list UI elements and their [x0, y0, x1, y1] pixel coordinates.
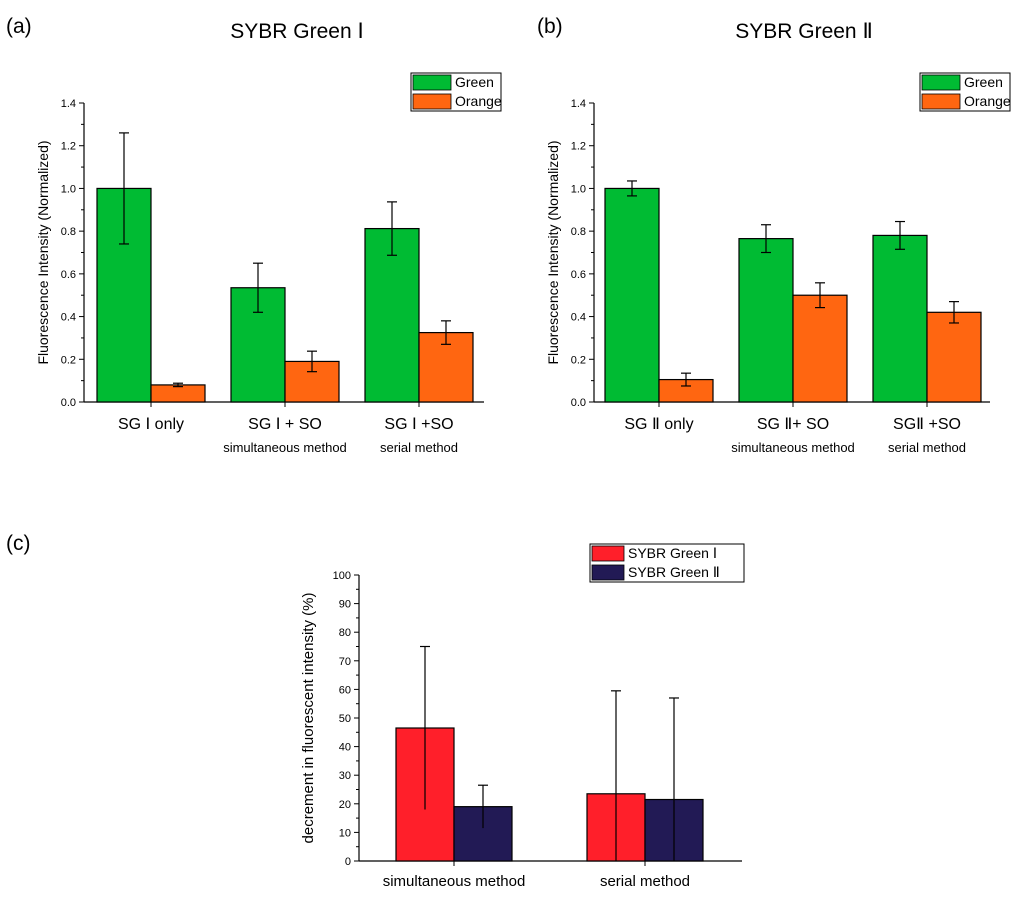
- legend: SYBR Green Ⅰ SYBR Green Ⅱ: [589, 543, 745, 583]
- chart-title: SYBR Green Ⅰ: [230, 20, 363, 43]
- bar-orange-1: [150, 384, 206, 403]
- error-bar: [761, 224, 771, 254]
- bar-orange-3: [926, 311, 982, 403]
- error-bar: [478, 784, 488, 829]
- y-tick-label: 90: [339, 599, 351, 611]
- legend-swatch: [921, 93, 961, 110]
- y-tick-label: 1.4: [571, 98, 586, 110]
- y-axis-label: Fluorescence Intensity (Normalized): [35, 140, 51, 364]
- y-tick-label: 0.2: [571, 354, 586, 366]
- error-bar: [895, 220, 905, 250]
- x-category-label: SG Ⅰ +SO: [384, 416, 453, 433]
- x-category-note: serial method: [888, 440, 966, 455]
- x-category-note: simultaneous method: [731, 440, 855, 455]
- legend-label: SYBR Green Ⅱ: [628, 564, 720, 580]
- y-tick-label: 80: [339, 627, 351, 639]
- error-bar: [441, 320, 451, 345]
- y-tick-label: 10: [339, 827, 351, 839]
- y-tick-label: 20: [339, 799, 351, 811]
- x-category-note: simultaneous method: [223, 440, 347, 455]
- y-tick-label: 0.6: [61, 269, 76, 281]
- y-tick-label: 40: [339, 742, 351, 754]
- panel-label: (b): [537, 15, 563, 38]
- error-bar: [611, 690, 621, 861]
- y-tick-label: 0.0: [571, 397, 586, 409]
- y-tick-label: 0.4: [571, 312, 586, 324]
- error-bar: [307, 350, 317, 373]
- error-bar: [681, 372, 691, 387]
- y-tick-label: 1.2: [61, 141, 76, 153]
- y-tick-label: 1.0: [61, 183, 76, 195]
- legend-label: Orange: [455, 93, 502, 109]
- legend-swatch: [591, 545, 625, 562]
- error-bar: [253, 262, 263, 313]
- y-axis-label: Fluorescence Intensity (Normalized): [545, 140, 561, 364]
- y-tick-label: 0.8: [61, 226, 76, 238]
- x-category-note: serial method: [380, 440, 458, 455]
- y-tick-label: 60: [339, 684, 351, 696]
- y-tick-label: 0.0: [61, 397, 76, 409]
- chart-panel-3: (c) 0 10 20 30 40 50 60 70 80 90 100 decrement in fl…: [6, 532, 745, 890]
- x-category-label: SG Ⅰ only: [118, 416, 184, 433]
- y-axis-label: decrement in fluorescent intensity (%): [300, 593, 317, 844]
- legend-label: Green: [455, 74, 494, 90]
- legend-swatch: [412, 93, 452, 110]
- x-category-label: SG Ⅱ only: [624, 416, 693, 433]
- legend-swatch: [412, 74, 452, 91]
- legend: Green Orange: [919, 72, 1011, 112]
- error-bar: [669, 697, 679, 861]
- panel-label: (c): [6, 532, 31, 555]
- chart-title: SYBR Green Ⅱ: [735, 20, 873, 43]
- bar-green-2: [738, 238, 794, 403]
- y-tick-label: 0.2: [61, 354, 76, 366]
- y-tick-label: 70: [339, 656, 351, 668]
- legend-swatch: [921, 74, 961, 91]
- error-bar: [173, 382, 183, 388]
- bar-orange-2: [792, 294, 848, 403]
- y-tick-label: 1.0: [571, 183, 586, 195]
- bar-green-3: [364, 227, 420, 403]
- error-bar: [119, 132, 129, 245]
- y-tick-label: 30: [339, 770, 351, 782]
- panel-label: (a): [6, 15, 32, 38]
- y-tick-label: 0.8: [571, 226, 586, 238]
- y-tick-label: 0.4: [61, 312, 76, 324]
- x-category-label: serial method: [600, 873, 690, 890]
- chart-panel-1: (a) SYBR Green Ⅰ 0.0 0.2 0.4 0.6 0.8 1.0 1.2 1.4 F…: [6, 15, 502, 455]
- x-category-label: SG Ⅰ + SO: [248, 416, 322, 433]
- chart-panel-2: (b) SYBR Green Ⅱ 0.0 0.2 0.4 0.6 0.8 1.0 1.2 1.4 F…: [537, 15, 1011, 455]
- y-tick-label: 1.2: [571, 141, 586, 153]
- x-category-label: simultaneous method: [383, 873, 526, 890]
- x-category-label: SG Ⅱ+ SO: [757, 416, 829, 433]
- x-category-label: SGⅡ +SO: [893, 416, 961, 433]
- y-tick-label: 0.6: [571, 269, 586, 281]
- y-tick-label: 1.4: [61, 98, 76, 110]
- legend-label: Green: [964, 74, 1003, 90]
- error-bar: [420, 645, 430, 810]
- error-bar: [815, 282, 825, 309]
- y-tick-label: 0: [345, 856, 351, 868]
- legend-label: Orange: [964, 93, 1011, 109]
- legend: Green Orange: [410, 72, 502, 112]
- error-bar: [949, 301, 959, 324]
- bar-green-3: [872, 234, 928, 403]
- error-bar: [627, 180, 637, 197]
- legend-swatch: [591, 564, 625, 581]
- y-tick-label: 50: [339, 713, 351, 725]
- bar-green-1: [604, 187, 660, 403]
- y-tick-label: 100: [333, 570, 351, 582]
- error-bar: [387, 201, 397, 256]
- legend-label: SYBR Green Ⅰ: [628, 545, 717, 561]
